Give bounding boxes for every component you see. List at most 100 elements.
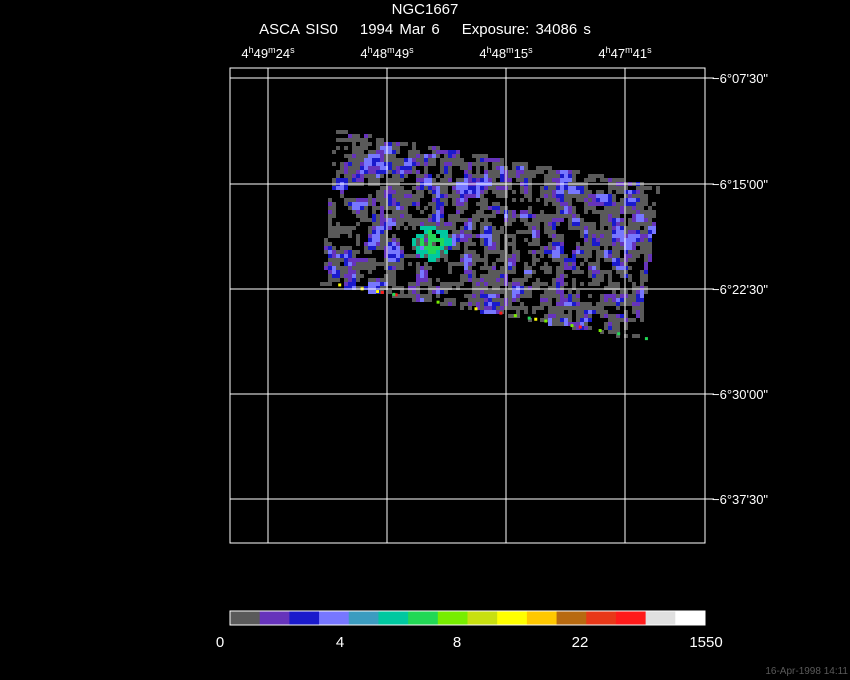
image-pixel (528, 274, 532, 278)
image-pixel (484, 154, 488, 158)
image-pixel (472, 250, 476, 254)
image-pixel (368, 170, 372, 174)
image-pixel (424, 166, 428, 170)
image-pixel (572, 214, 576, 218)
image-pixel (464, 198, 468, 202)
image-pixel (392, 198, 396, 202)
image-pixel (464, 242, 468, 246)
image-pixel (460, 190, 464, 194)
image-pixel (380, 170, 384, 174)
image-pixel (452, 298, 456, 302)
image-pixel (464, 274, 468, 278)
image-pixel (388, 190, 392, 194)
image-pixel (392, 214, 396, 218)
image-pixel (436, 278, 440, 282)
image-pixel (496, 274, 500, 278)
image-pixel (516, 174, 520, 178)
image-pixel (628, 198, 632, 202)
image-pixel (496, 210, 500, 214)
image-pixel (564, 214, 568, 218)
image-pixel (560, 250, 564, 254)
image-pixel (352, 134, 356, 138)
image-pixel (600, 314, 604, 318)
image-pixel (560, 242, 564, 246)
image-pixel (380, 186, 384, 190)
image-pixel (456, 194, 460, 198)
image-pixel (408, 290, 412, 294)
image-pixel (376, 190, 380, 194)
image-pixel (344, 282, 348, 286)
image-pixel (480, 278, 484, 282)
image-pixel (532, 214, 536, 218)
image-pixel (372, 230, 376, 234)
image-pixel (564, 306, 568, 310)
image-pixel (340, 250, 344, 254)
image-pixel (604, 326, 608, 330)
image-pixel (484, 266, 488, 270)
image-pixel (632, 306, 636, 310)
image-pixel (452, 214, 456, 218)
image-pixel (600, 254, 604, 258)
image-pixel (388, 194, 392, 198)
image-pixel (640, 214, 644, 218)
image-pixel (380, 202, 384, 206)
image-pixel (476, 298, 480, 302)
image-pixel (608, 222, 612, 226)
image-pixel (496, 286, 500, 290)
image-pixel (392, 154, 396, 158)
image-pixel (452, 202, 456, 206)
image-pixel (548, 226, 552, 230)
image-pixel (424, 242, 428, 246)
image-pixel (372, 166, 376, 170)
image-pixel (424, 234, 428, 238)
image-pixel (564, 186, 568, 190)
image-pixel (408, 218, 412, 222)
image-pixel (560, 190, 564, 194)
image-pixel (420, 242, 424, 246)
image-pixel (496, 174, 500, 178)
image-pixel (516, 310, 520, 314)
image-pixel (500, 254, 504, 258)
image-pixel (404, 170, 408, 174)
image-pixel (428, 242, 432, 246)
image-pixel (544, 178, 548, 182)
image-pixel (396, 294, 400, 298)
image-pixel (636, 294, 640, 298)
image-pixel (548, 214, 552, 218)
image-pixel (496, 242, 500, 246)
image-pixel (472, 186, 476, 190)
image-pixel (512, 210, 516, 214)
image-pixel (400, 210, 404, 214)
image-pixel (512, 270, 516, 274)
image-pixel (568, 290, 572, 294)
image-pixel (620, 242, 624, 246)
image-pixel (368, 242, 372, 246)
image-pixel (368, 158, 372, 162)
image-pixel (612, 214, 616, 218)
image-pixel (384, 146, 388, 150)
image-pixel (480, 210, 484, 214)
image-pixel (632, 218, 636, 222)
image-pixel (380, 166, 384, 170)
image-pixel (348, 250, 352, 254)
image-pixel (648, 210, 652, 214)
image-pixel (384, 262, 388, 266)
image-pixel (548, 174, 552, 178)
image-pixel (544, 250, 548, 254)
image-pixel (460, 210, 464, 214)
image-pixel (444, 254, 448, 258)
image-pixel (420, 190, 424, 194)
image-pixel (436, 202, 440, 206)
image-pixel (636, 238, 640, 242)
image-pixel (632, 214, 636, 218)
image-pixel (488, 298, 492, 302)
image-pixel (632, 334, 636, 338)
image-pixel (356, 150, 360, 154)
image-pixel (436, 222, 440, 226)
image-pixel (448, 150, 452, 154)
image-pixel (424, 278, 428, 282)
image-pixel (444, 250, 448, 254)
image-pixel (400, 202, 404, 206)
image-pixel (332, 226, 336, 230)
image-pixel (400, 198, 404, 202)
